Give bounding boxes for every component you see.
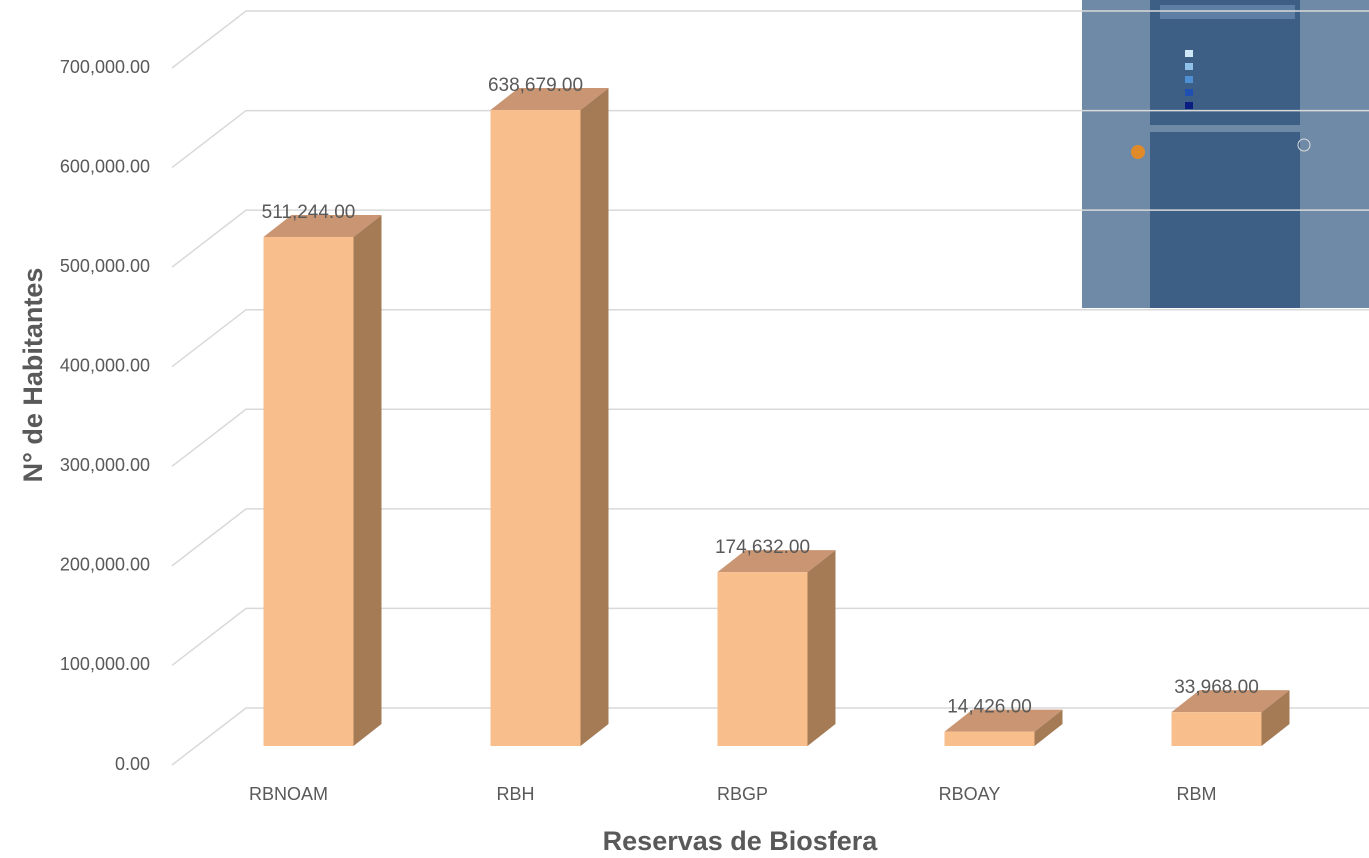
x-tick-label: RBM: [1177, 784, 1217, 804]
y-axis-title: N° de Habitantes: [18, 268, 48, 483]
grid-line: [171, 607, 1369, 667]
bar-side: [1034, 709, 1063, 746]
x-tick-label: RBOAY: [939, 784, 1001, 804]
grid-line: [171, 707, 1369, 766]
bar-top: [944, 709, 1063, 732]
swatch: [1185, 102, 1193, 109]
y-tick-label: 400,000.00: [60, 355, 150, 375]
y-tick-label: 200,000.00: [60, 555, 150, 575]
x-tick-label: RBGP: [717, 784, 768, 804]
value-label: 638,679.00: [488, 75, 583, 96]
grid-line: [171, 308, 1369, 368]
bar: [944, 731, 1035, 746]
bar-side: [580, 88, 609, 746]
swatch: [1185, 63, 1193, 70]
y-tick-label: 100,000.00: [60, 654, 150, 674]
map-marker: [1131, 145, 1145, 159]
bar-side: [353, 214, 382, 747]
panel-header: [1160, 5, 1295, 19]
y-tick-label: 300,000.00: [60, 455, 150, 475]
x-tick-label: RBNOAM: [249, 784, 328, 804]
grid-line: [171, 10, 1369, 69]
x-axis-title: Reservas de Biosfera: [603, 826, 879, 856]
map-inset: [1082, 0, 1369, 308]
y-tick-label: 600,000.00: [60, 156, 150, 176]
y-tick-label: 700,000.00: [60, 57, 150, 77]
grid: 0.00 100,000.00 200,000.00 300,000.00 400,00…: [60, 10, 1369, 774]
bar-top: [717, 550, 836, 573]
bar-side: [807, 550, 836, 746]
bar: [490, 110, 581, 746]
bar-side: [1261, 690, 1290, 746]
value-label: 511,244.00: [262, 202, 356, 223]
y-tick-label: 0.00: [115, 754, 150, 774]
value-label: 14,426.00: [947, 697, 1032, 718]
grid-line: [171, 209, 1369, 268]
legend-panel: [1150, 0, 1300, 125]
grid-line: [171, 408, 1369, 467]
swatch: [1185, 89, 1193, 96]
bar: [717, 572, 808, 746]
value-label: 174,632.00: [715, 537, 810, 558]
bar-top: [1171, 690, 1290, 713]
map-icon: [1297, 138, 1311, 152]
bar-top: [263, 214, 382, 237]
y-tick-label: 500,000.00: [60, 256, 150, 276]
bars: RBNOAM 511,244.00 RBH 638,679.00 RBGP 174,632…: [249, 75, 1290, 804]
grid-line: [171, 508, 1369, 567]
bar: [1171, 712, 1262, 746]
list-panel: [1150, 132, 1300, 308]
x-tick-label: RBH: [496, 784, 534, 804]
swatch: [1185, 50, 1193, 57]
grid-line: [171, 109, 1369, 169]
swatch: [1185, 76, 1193, 83]
bar: [263, 236, 354, 746]
bar-top: [490, 88, 609, 111]
value-label: 33,968.00: [1174, 677, 1259, 698]
